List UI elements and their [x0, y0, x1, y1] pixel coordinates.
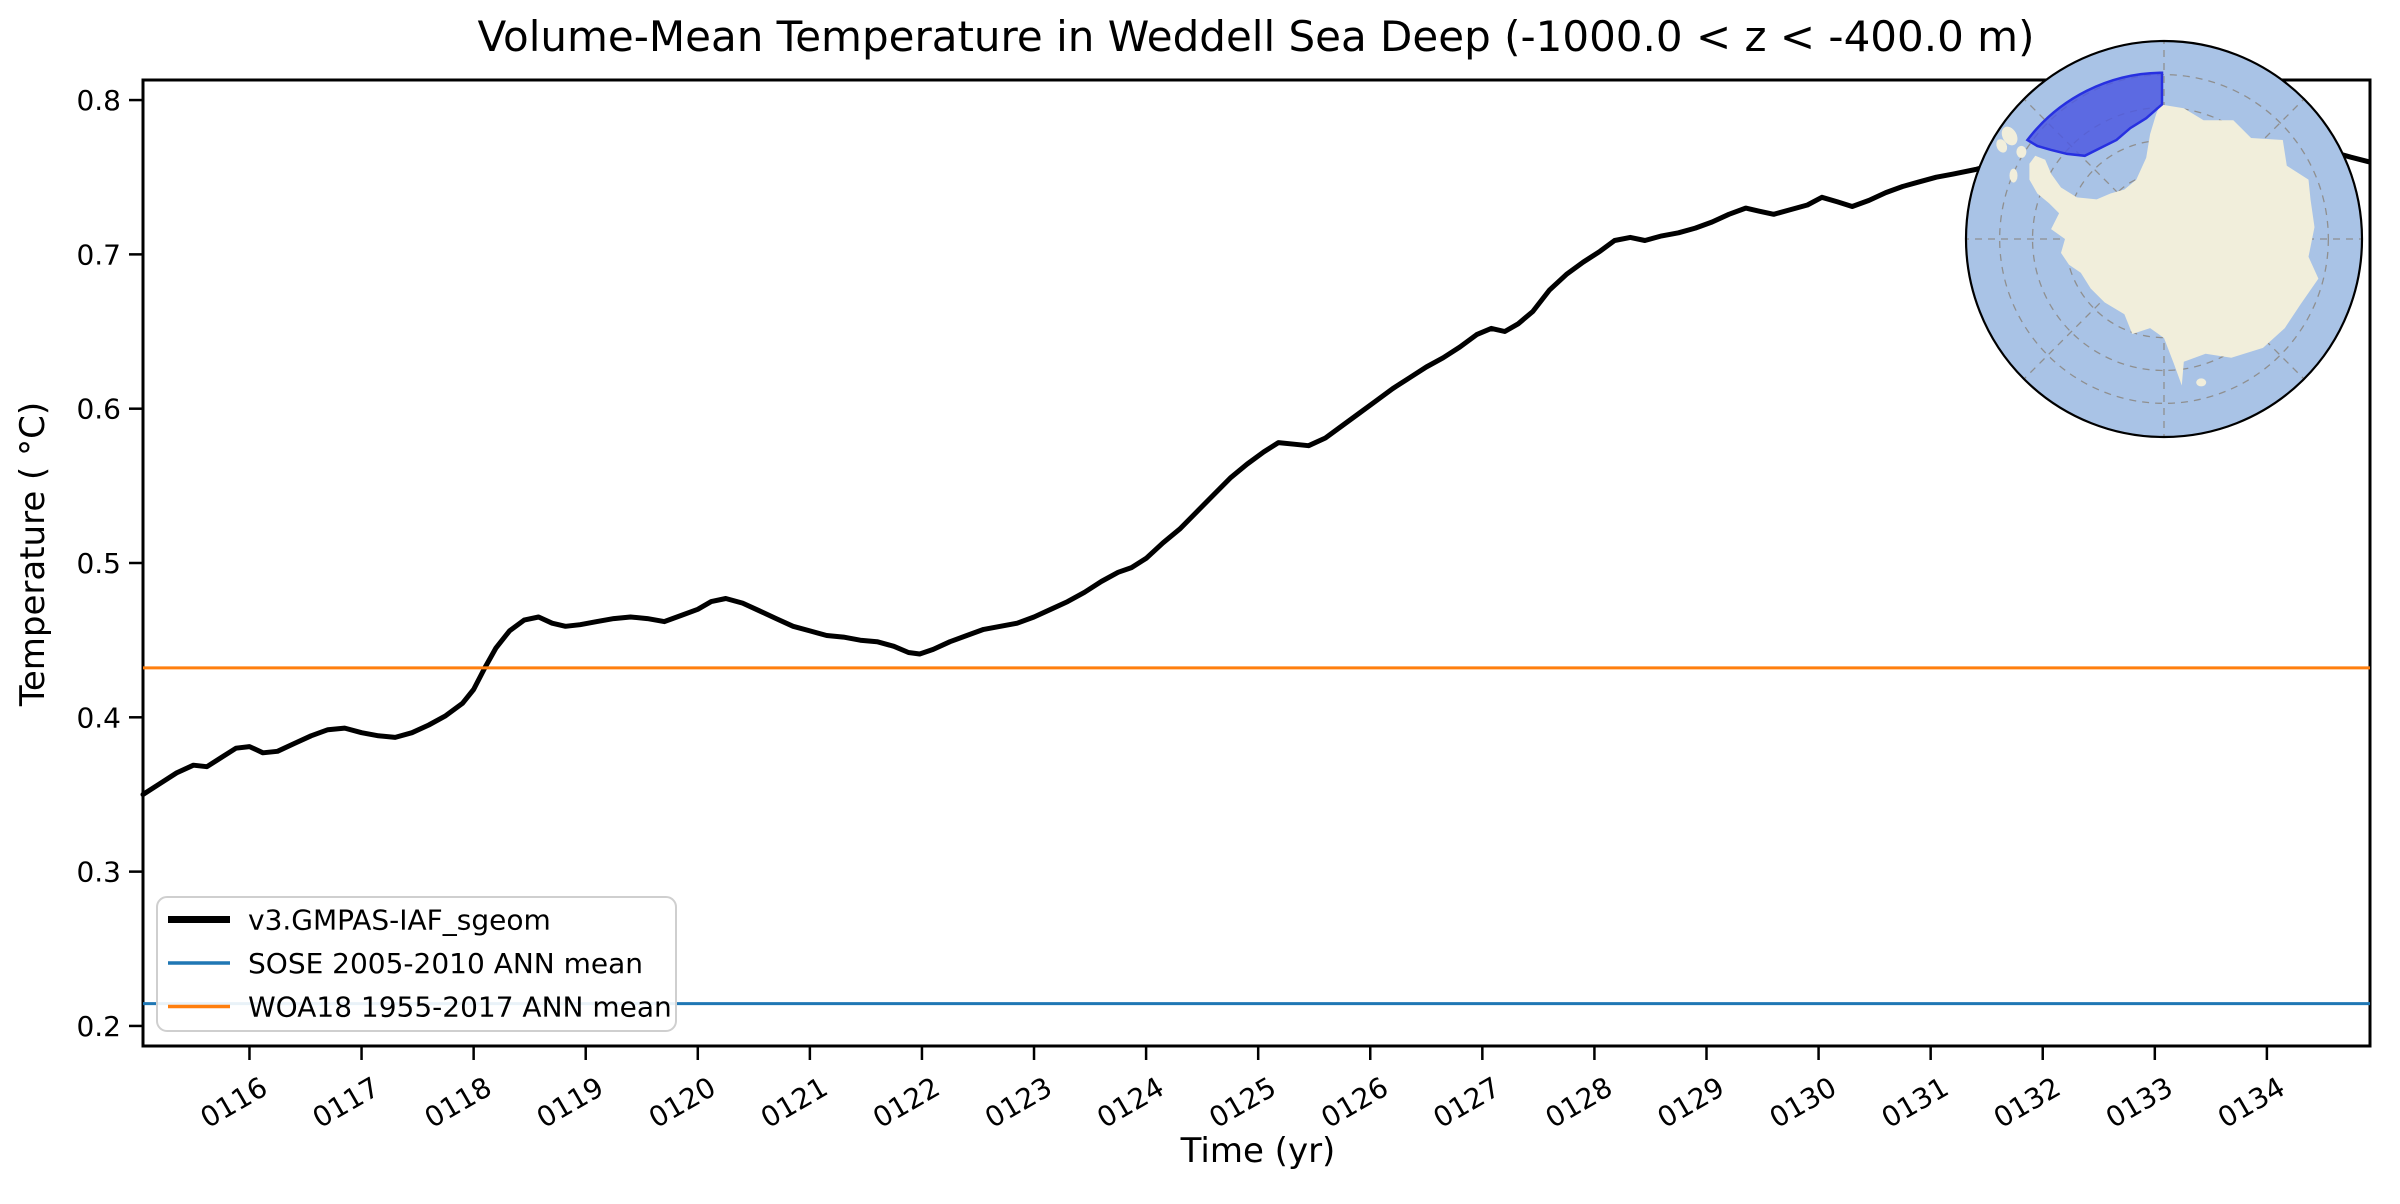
island — [1996, 139, 2008, 153]
legend-label-sose: SOSE 2005-2010 ANN mean — [248, 947, 643, 980]
island — [2001, 126, 2018, 146]
graticule-parallel — [1999, 74, 2329, 404]
legend-label-gmpas: v3.GMPAS-IAF_sgeom — [248, 904, 551, 937]
legend-label-woa18: WOA18 1955-2017 ANN mean — [248, 991, 672, 1024]
y-tick-label: 0.8 — [76, 84, 121, 117]
peninsula-islands — [1996, 126, 2207, 387]
antarctica-landmass — [2029, 104, 2319, 386]
chart-title: Volume-Mean Temperature in Weddell Sea D… — [478, 12, 2035, 61]
island — [2196, 378, 2207, 387]
map-rim-circle — [1964, 39, 2364, 439]
antarctica-inset-map — [1964, 39, 2364, 439]
x-axis-label: Time (yr) — [1180, 1131, 1336, 1171]
island — [2016, 145, 2027, 158]
y-tick-label: 0.2 — [76, 1010, 121, 1043]
y-tick-label: 0.5 — [76, 547, 121, 580]
legend-box — [156, 896, 677, 1032]
legend: v3.GMPAS-IAF_sgeom SOSE 2005-2010 ANN me… — [156, 896, 677, 1032]
y-tick-label: 0.4 — [76, 701, 121, 734]
y-tick-label: 0.7 — [76, 238, 121, 271]
y-tick-label: 0.3 — [76, 856, 121, 889]
temperature-curve — [140, 134, 2372, 797]
y-axis-label: Temperature ( °C) — [13, 402, 53, 707]
island — [2009, 168, 2018, 183]
y-tick-label: 0.6 — [76, 393, 121, 426]
weddell-sea-region-highlight — [2025, 71, 2164, 158]
